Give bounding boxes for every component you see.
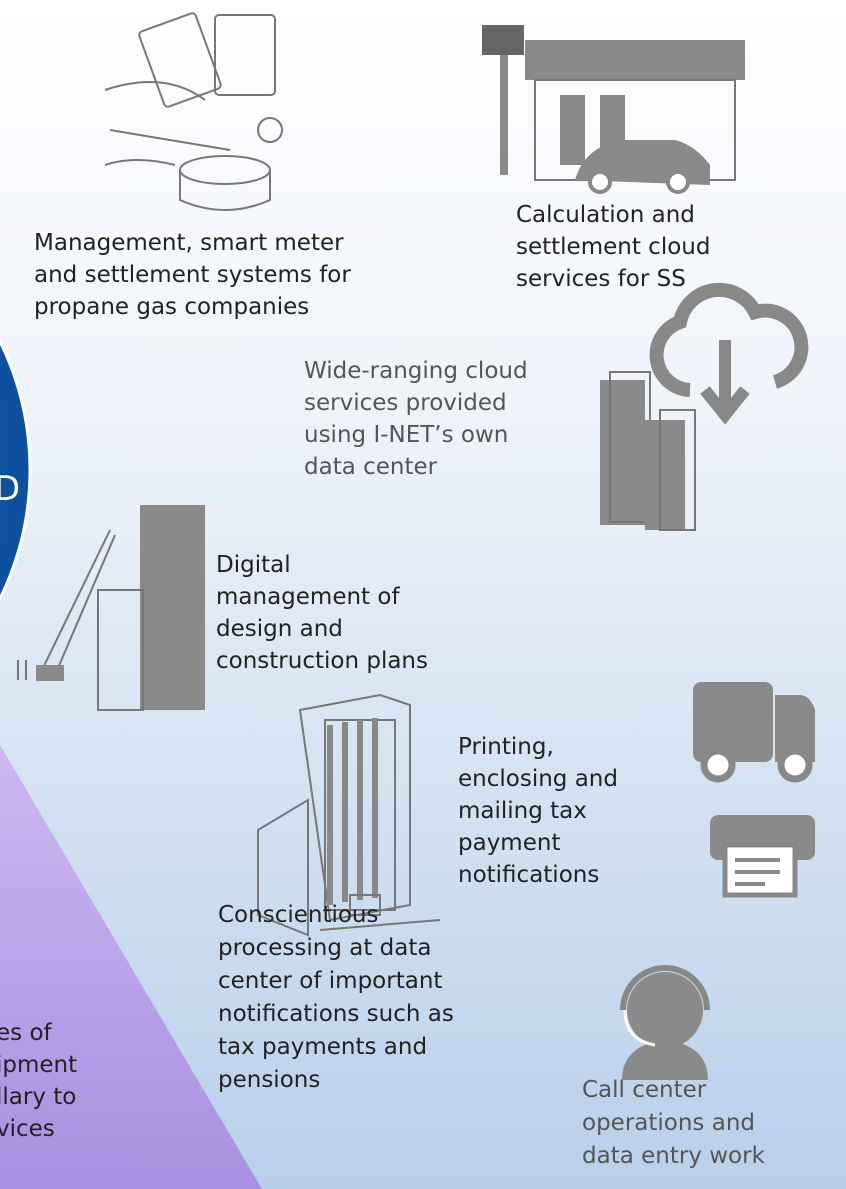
partial-line: llary to (0, 1084, 76, 1110)
gas-station-icon (482, 25, 745, 194)
caption-line: Digital (216, 552, 291, 578)
caption-line: Conscientious (218, 902, 379, 928)
cloud-server-icon (600, 282, 809, 531)
caption-line: Call center (582, 1077, 707, 1103)
circle-label: D (0, 469, 20, 509)
caption-line: processing at data (218, 935, 432, 961)
partial-line: vices (0, 1116, 55, 1142)
caption-line: operations and (582, 1110, 755, 1136)
caption-line: and settlement systems for (34, 262, 351, 288)
caption-line: center of important (218, 968, 442, 994)
caption-line: enclosing and (458, 766, 618, 792)
partial-line: es of (0, 1020, 53, 1046)
mail-truck-icon (693, 682, 815, 783)
purple-area (0, 745, 262, 1189)
caption-line: payment (458, 830, 560, 856)
partial-line: ipment (0, 1052, 77, 1078)
caption-line: notifications (458, 862, 599, 888)
caption-line: Wide-ranging cloud (304, 358, 528, 384)
caption-line: tax payments and (218, 1034, 427, 1060)
caption-line: data entry work (582, 1143, 766, 1169)
caption-line: construction plans (216, 648, 428, 674)
caption-line: design and (216, 616, 343, 642)
datacenter-icon (257, 693, 441, 937)
caption-line: Management, smart meter (34, 230, 344, 256)
caption-line: data center (304, 454, 438, 480)
caption-line: services provided (304, 390, 507, 416)
caption-line: Calculation and (516, 202, 695, 228)
caption-line: notifications such as (218, 1001, 454, 1027)
caption-line: using I-NET’s own (304, 422, 508, 448)
caption-line: propane gas companies (34, 294, 309, 320)
blue-circle (0, 338, 32, 602)
caption-line: Printing, (458, 734, 554, 760)
caption-line: services for SS (516, 266, 686, 292)
caption-line: mailing tax (458, 798, 587, 824)
operator-icon (620, 965, 710, 1080)
construction-icon (17, 505, 205, 711)
caption-line: settlement cloud (516, 234, 710, 260)
propane-icon (104, 12, 283, 211)
caption-line: pensions (218, 1067, 320, 1093)
printer-icon (710, 815, 815, 898)
caption-line: management of (216, 584, 400, 610)
